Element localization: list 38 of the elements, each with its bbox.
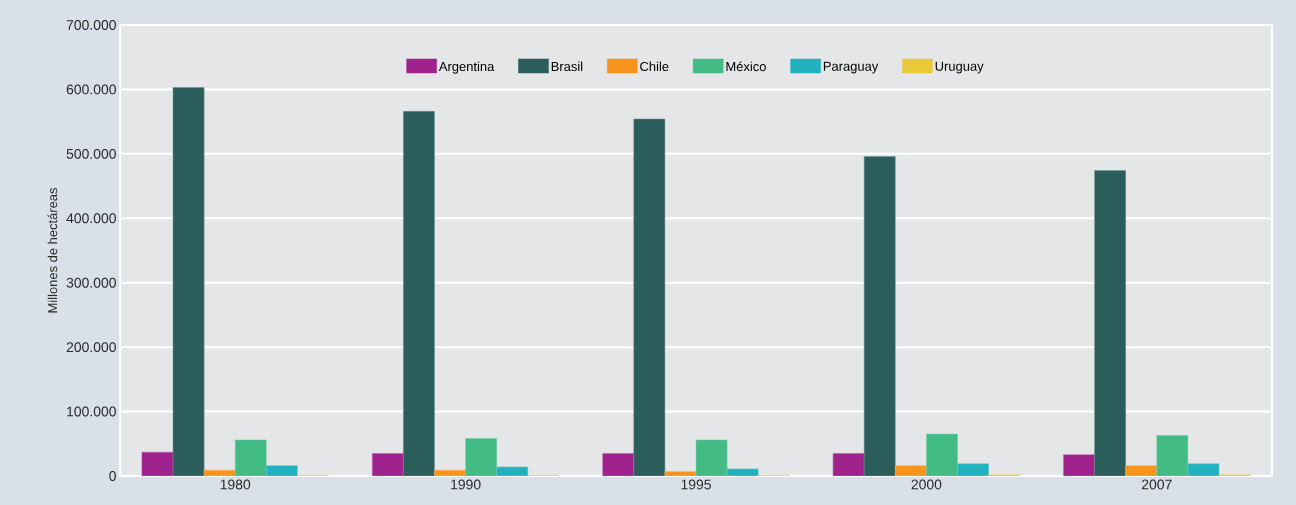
legend-label: Brasil bbox=[551, 61, 583, 72]
bar bbox=[465, 438, 497, 476]
bar bbox=[1094, 170, 1126, 476]
bar bbox=[1187, 463, 1220, 476]
bar bbox=[496, 466, 529, 476]
bar bbox=[1063, 454, 1095, 476]
legend-label: Uruguay bbox=[935, 61, 984, 74]
x-tick-label: 1990 bbox=[451, 479, 481, 490]
x-tick-label: 1980 bbox=[220, 479, 251, 490]
y-tick-label: 200.000 bbox=[66, 342, 116, 353]
y-tick-label: 700.000 bbox=[66, 20, 116, 30]
y-tick-label: 400.000 bbox=[66, 213, 116, 224]
bar bbox=[266, 465, 298, 476]
y-tick-label: 100.000 bbox=[67, 406, 116, 417]
x-tick-label: 1995 bbox=[681, 479, 711, 490]
x-tick-label: 2000 bbox=[911, 479, 942, 490]
bar bbox=[172, 87, 205, 476]
bar bbox=[403, 111, 435, 476]
y-axis-title: Millones de hectáreas bbox=[47, 187, 58, 313]
legend-label: México bbox=[726, 61, 766, 72]
x-tick-label: 2007 bbox=[1141, 479, 1172, 490]
bar bbox=[926, 433, 958, 476]
bar bbox=[863, 156, 896, 476]
bar bbox=[602, 453, 635, 476]
bar bbox=[372, 453, 404, 476]
bar bbox=[726, 468, 759, 476]
y-tick-label: 0 bbox=[109, 471, 116, 481]
bar bbox=[633, 118, 666, 476]
legend-label: Paraguay bbox=[823, 61, 879, 74]
bar bbox=[957, 463, 989, 476]
y-tick-label: 300.000 bbox=[66, 277, 116, 288]
y-tick-label: 500.000 bbox=[66, 148, 116, 159]
y-tick-label: 600.000 bbox=[66, 84, 116, 95]
bar bbox=[1156, 435, 1189, 476]
legend-label: Chile bbox=[640, 61, 669, 72]
legend-label: Argentina bbox=[438, 61, 495, 74]
bar bbox=[832, 453, 865, 476]
bar bbox=[234, 439, 267, 476]
